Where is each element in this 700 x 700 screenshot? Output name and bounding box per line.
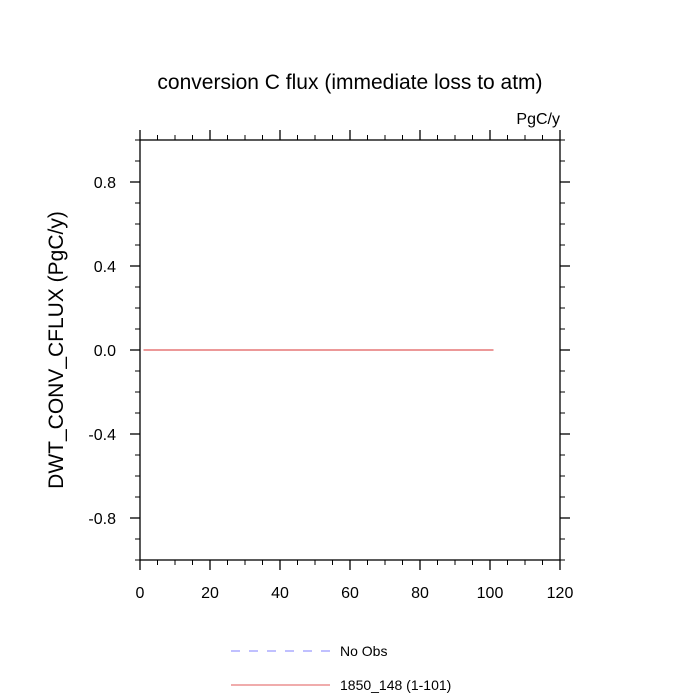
x-tick-label: 80: [411, 585, 429, 602]
x-tick-label: 120: [547, 585, 574, 602]
chart-title: conversion C flux (immediate loss to atm…: [157, 71, 542, 94]
y-axis-label: DWT_CONV_CFLUX (PgC/y): [45, 211, 68, 489]
x-tick-label: 60: [341, 585, 359, 602]
y-tick-label: 0.4: [94, 259, 116, 276]
ticks-layer: 0 20 40 60 80 100 120 -0.8 -0.4 0.0 0.4 0.8: [88, 130, 573, 602]
y-tick-label: 0.8: [94, 175, 116, 192]
legend-label-1: 1850_148 (1-101): [340, 677, 451, 693]
x-tick-label: 20: [201, 585, 219, 602]
units-label: PgC/y: [516, 111, 560, 128]
y-tick-label: -0.8: [88, 511, 116, 528]
x-tick-label: 100: [477, 585, 504, 602]
x-tick-label: 40: [271, 585, 289, 602]
y-tick-label: -0.4: [88, 427, 116, 444]
legend-label-0: No Obs: [340, 643, 387, 659]
legend: No Obs 1850_148 (1-101): [231, 643, 451, 693]
y-tick-label: 0.0: [94, 343, 116, 360]
x-tick-label: 0: [136, 585, 145, 602]
